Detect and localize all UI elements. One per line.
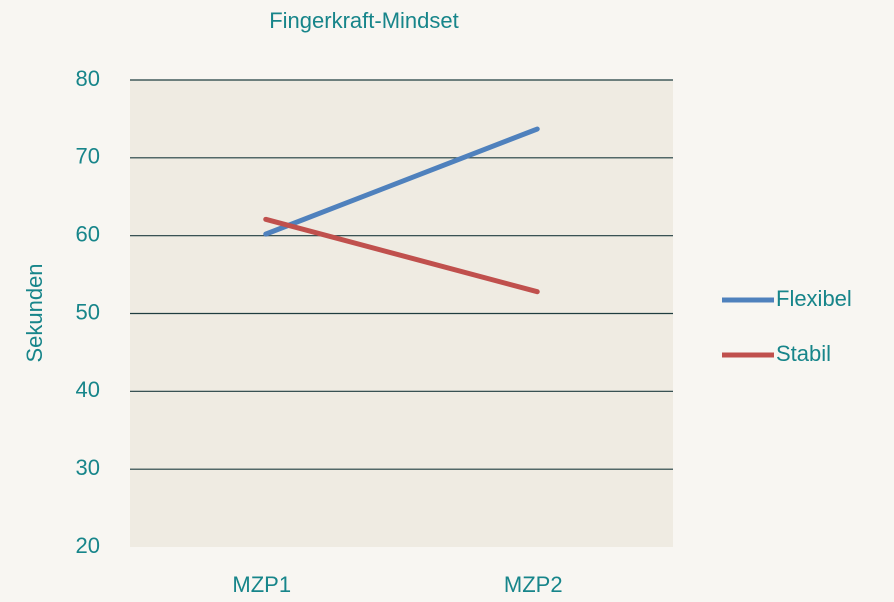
y-tick-label: 80	[76, 66, 100, 91]
x-tick-label: MZP1	[232, 572, 291, 597]
y-tick-label: 70	[76, 144, 100, 169]
x-tick-label: MZP2	[504, 572, 563, 597]
y-tick-label: 50	[76, 299, 100, 324]
y-tick-label: 60	[76, 221, 100, 246]
y-tick-label: 30	[76, 455, 100, 480]
y-tick-label: 20	[76, 533, 100, 558]
legend-label: Stabil	[776, 341, 831, 366]
legend-label: Flexibel	[776, 286, 852, 311]
data-line	[263, 216, 540, 295]
y-axis-title: Sekunden	[22, 263, 47, 362]
data-line	[263, 126, 540, 237]
chart-title: Fingerkraft-Mindset	[269, 8, 459, 33]
y-tick-label: 40	[76, 377, 100, 402]
